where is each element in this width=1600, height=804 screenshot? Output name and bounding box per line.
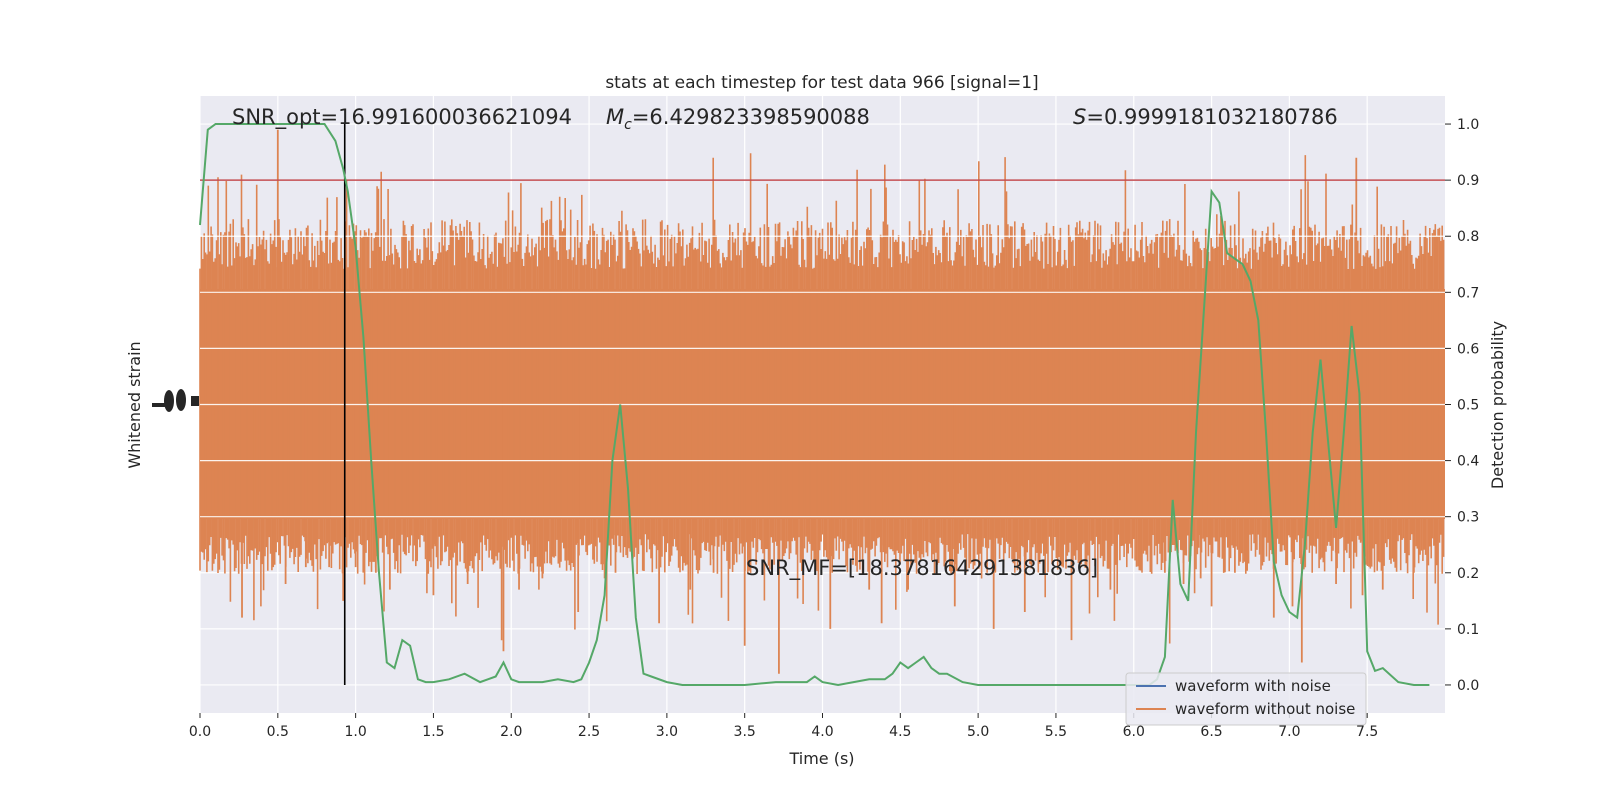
left-axis-ticks-glyph	[152, 389, 199, 412]
x-tick-label: 6.5	[1200, 724, 1222, 740]
x-tick-label: 4.5	[889, 724, 911, 740]
s-annotation: S=0.9999181032180786	[1073, 105, 1338, 129]
x-tick-label: 0.5	[267, 724, 289, 740]
mc-subscript: c	[624, 117, 632, 133]
s-symbol: S	[1073, 105, 1086, 129]
y-right-tick-label: 0.7	[1457, 285, 1479, 301]
y-right-tick-label: 0.0	[1457, 678, 1479, 694]
snr-mf-annotation: SNR_MF=[18.378164291381836]	[746, 556, 1098, 581]
x-axis-label: Time (s)	[788, 749, 854, 768]
left-tick-blob-2	[164, 390, 174, 412]
x-tick-label: 3.5	[734, 724, 756, 740]
y-right-tick-label: 0.1	[1457, 622, 1479, 638]
probability-layer	[199, 123, 1430, 687]
x-tick-label: 7.5	[1356, 724, 1378, 740]
y-right-tick-label: 0.6	[1457, 341, 1479, 357]
strain-spike-layer	[214, 129, 1415, 674]
legend: waveform with noise waveform without noi…	[1125, 672, 1367, 726]
snr-opt-annotation: SNR_opt=16.991600036621094	[232, 105, 572, 130]
y-right-tick-label: 0.2	[1457, 566, 1479, 582]
x-tick-label: 6.0	[1123, 724, 1145, 740]
chart-title: stats at each timestep for test data 966…	[605, 73, 1038, 93]
legend-label-with-noise: waveform with noise	[1175, 677, 1331, 695]
y-right-tick-label: 1.0	[1457, 117, 1479, 133]
x-tick-label: 2.5	[578, 724, 600, 740]
left-tick-blob-3	[176, 389, 186, 411]
y-axis-left-label: Whitened strain	[125, 341, 144, 468]
x-tick-label: 5.5	[1045, 724, 1067, 740]
x-tick-label: 3.0	[656, 724, 678, 740]
grid-overlay	[200, 235, 1445, 518]
y-axis-right-label: Detection probability	[1488, 321, 1507, 489]
mc-symbol: M	[606, 105, 624, 129]
legend-box	[1125, 672, 1367, 726]
x-tick-label: 7.0	[1278, 724, 1300, 740]
x-tick-label: 0.0	[189, 724, 211, 740]
x-tick-label: 2.0	[500, 724, 522, 740]
left-tick-blob-4	[191, 396, 199, 406]
s-value: =0.9999181032180786	[1086, 105, 1337, 129]
y-right-tick-label: 0.4	[1457, 454, 1479, 470]
probability-line	[199, 123, 1430, 687]
y-right-tick-label: 0.8	[1457, 229, 1479, 245]
tick-layer: 0.0 0.5 1.0 1.5 2.0 2.5 3.0 3.5 4.0 4.5 5.0 5.5 6.0 6…	[189, 117, 1479, 740]
y-right-tick-label: 0.9	[1457, 173, 1479, 189]
y-right-tick-label: 0.5	[1457, 398, 1479, 414]
mc-annotation: Mc=6.429823398590088	[606, 105, 870, 133]
x-tick-label: 5.0	[967, 724, 989, 740]
x-tick-label: 4.0	[811, 724, 833, 740]
legend-label-without-noise: waveform without noise	[1175, 700, 1355, 718]
x-tick-label: 1.0	[344, 724, 366, 740]
mc-value: =6.429823398590088	[632, 105, 870, 129]
left-tick-blob-1	[152, 403, 166, 407]
y-right-tick-label: 0.3	[1457, 510, 1479, 526]
x-tick-label: 1.5	[422, 724, 444, 740]
